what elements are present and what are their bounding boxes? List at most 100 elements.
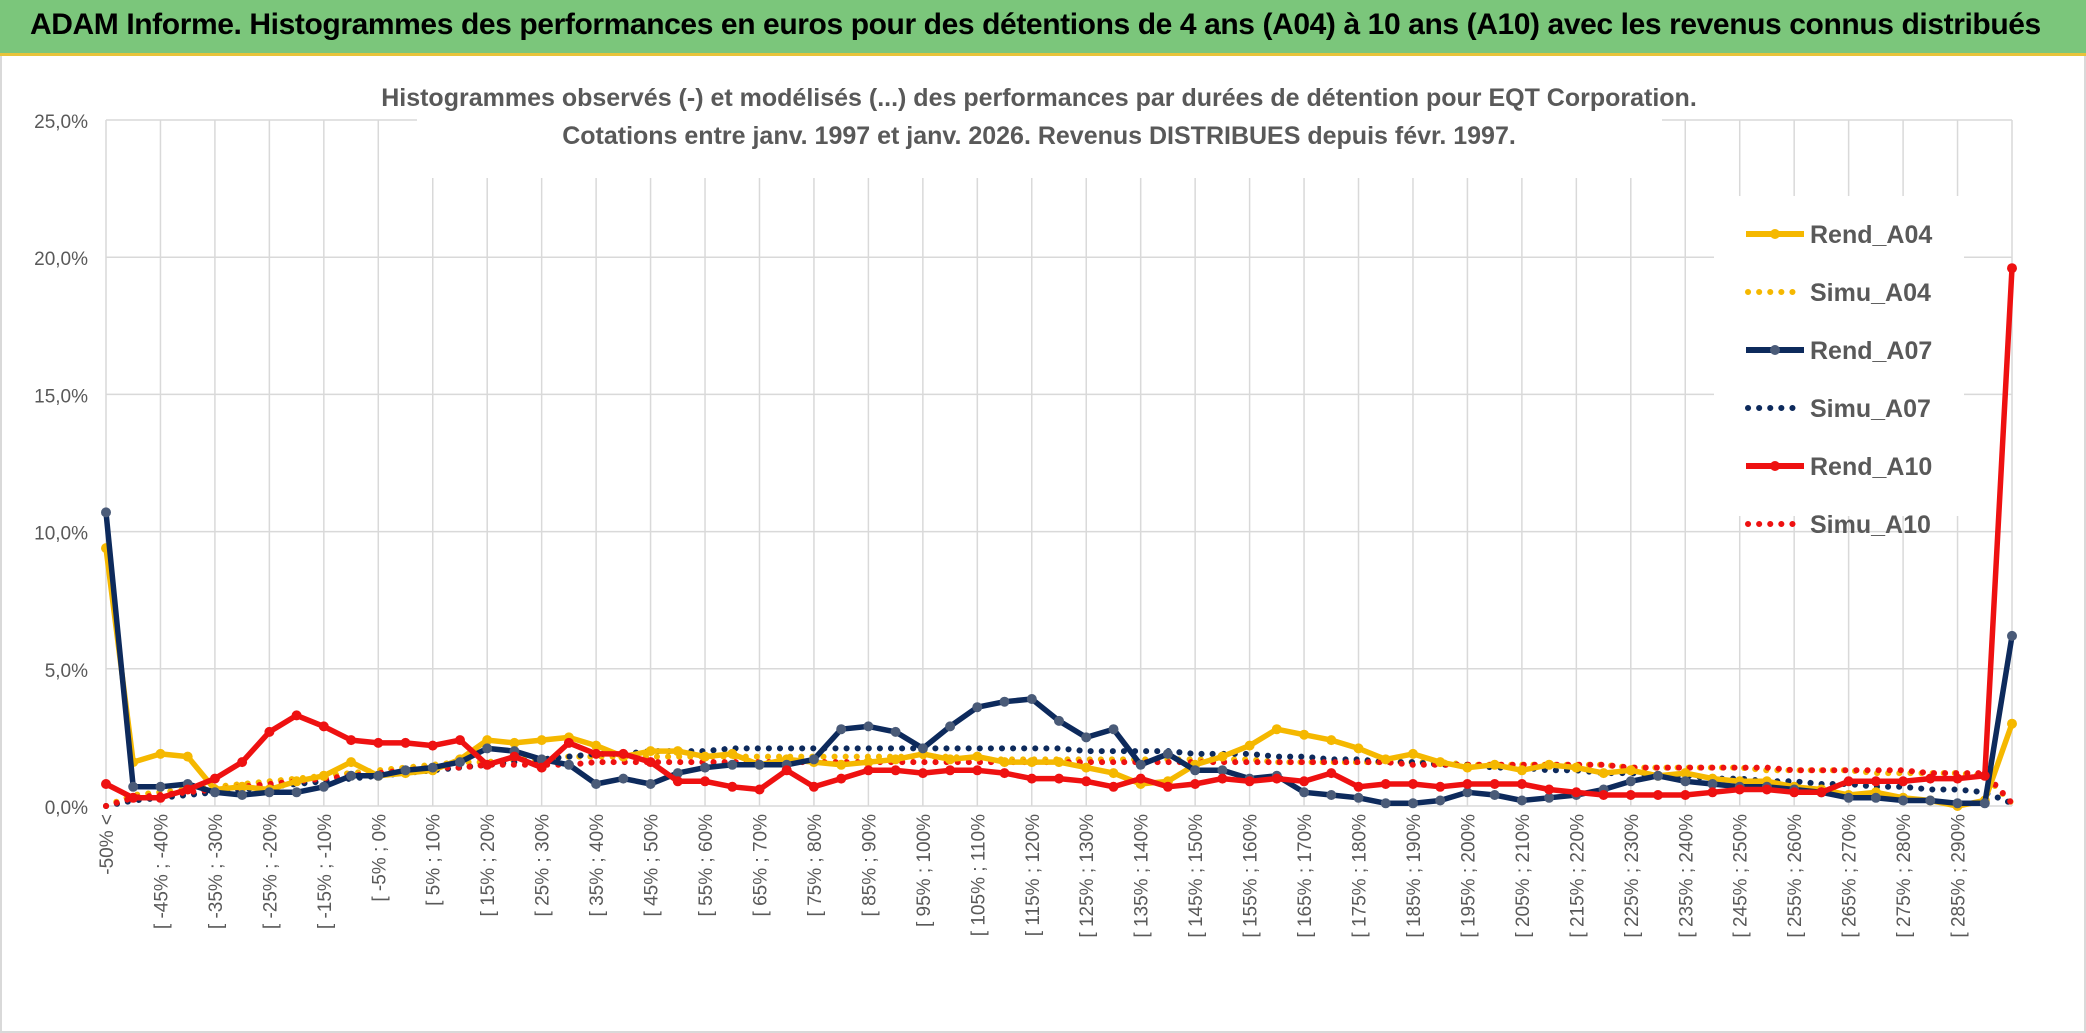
data-point-Rend_A07 xyxy=(373,770,384,781)
data-point-Rend_A07 xyxy=(1435,795,1446,806)
data-point-Rend_A07 xyxy=(482,743,493,754)
data-point-Rend_A10 xyxy=(645,757,656,768)
data-point-Rend_A07 xyxy=(264,787,275,798)
data-point-Rend_A07 xyxy=(999,696,1010,707)
data-point-Rend_A07 xyxy=(1489,790,1500,800)
series-layer xyxy=(101,263,2017,811)
legend-item-Rend_A07: Rend_A07 xyxy=(1746,337,1932,365)
y-tick-label: 10,0% xyxy=(34,524,88,545)
data-point-Rend_A10 xyxy=(1162,781,1173,792)
x-tick-label: [ 55% ; 60% xyxy=(696,814,717,917)
x-tick-label: [ 125% ; 130% xyxy=(1077,814,1098,938)
data-point-Rend_A04 xyxy=(1571,762,1582,773)
x-tick-label: [ -25% ; -20% xyxy=(260,814,281,929)
legend-item-Rend_A10: Rend_A10 xyxy=(1746,453,1932,481)
data-point-Rend_A10 xyxy=(536,762,547,773)
x-tick-label: [ 115% ; 120% xyxy=(1023,814,1044,936)
chart-title-line2: Cotations entre janv. 1997 et janv. 2026… xyxy=(562,122,1516,150)
data-point-Rend_A07 xyxy=(1707,779,1718,789)
x-tick-label: [ 105% ; 110% xyxy=(968,814,989,936)
data-point-Rend_A07 xyxy=(209,787,220,798)
legend-item-Simu_A04: Simu_A04 xyxy=(1745,279,1931,307)
data-point-Rend_A07 xyxy=(808,754,819,765)
data-point-Rend_A07 xyxy=(591,779,602,789)
data-point-Rend_A04 xyxy=(1435,757,1446,768)
data-point-Rend_A04 xyxy=(182,751,193,762)
data-point-Rend_A04 xyxy=(1244,740,1255,751)
data-point-Rend_A07 xyxy=(1653,770,1663,781)
data-point-Rend_A10 xyxy=(1734,784,1745,795)
data-point-Rend_A07 xyxy=(455,757,465,768)
x-tick-label: [ 5% ; 10% xyxy=(424,814,445,906)
data-point-Rend_A10 xyxy=(291,710,302,721)
x-tick-label: [ 265% ; 270% xyxy=(1840,814,1861,938)
data-point-Rend_A10 xyxy=(672,776,683,787)
y-tick-label: 20,0% xyxy=(34,249,88,270)
data-point-Rend_A07 xyxy=(1054,715,1064,726)
x-tick-label: [ 175% ; 180% xyxy=(1350,814,1371,938)
data-point-Rend_A04 xyxy=(890,754,901,765)
data-point-Rend_A10 xyxy=(836,773,847,784)
data-point-Rend_A07 xyxy=(1353,792,1364,803)
data-point-Rend_A04 xyxy=(1108,768,1119,779)
data-point-Rend_A10 xyxy=(1026,773,1037,784)
chart-title-line1: Histogrammes observés (-) et modélisés (… xyxy=(381,84,1697,112)
data-point-Rend_A07 xyxy=(754,759,765,770)
data-point-Rend_A04 xyxy=(318,770,329,781)
histogram-chart: 0,0% 5,0% 10,0% 15,0% 20,0% 25,0% -50% < [ -45… xyxy=(34,78,2017,938)
data-point-Rend_A10 xyxy=(1408,779,1418,789)
data-point-Rend_A10 xyxy=(101,779,111,789)
data-point-Rend_A04 xyxy=(1271,724,1282,735)
data-point-Rend_A04 xyxy=(1489,759,1500,770)
data-point-Rend_A10 xyxy=(563,737,574,748)
y-tick-label: 15,0% xyxy=(34,386,88,407)
x-tick-label: [ 155% ; 160% xyxy=(1241,814,1262,938)
legend-marker xyxy=(1770,229,1780,239)
data-point-Rend_A04 xyxy=(1380,754,1391,765)
data-point-Rend_A07 xyxy=(427,762,438,773)
data-point-Rend_A10 xyxy=(482,759,493,770)
data-point-Rend_A04 xyxy=(1462,762,1473,773)
data-point-Rend_A04 xyxy=(972,751,983,762)
data-point-Rend_A10 xyxy=(1217,773,1228,784)
data-point-Rend_A10 xyxy=(1680,790,1691,800)
x-tick-label: [ 35% ; 40% xyxy=(587,814,608,917)
data-point-Rend_A10 xyxy=(972,765,983,776)
x-tick-label: [ 15% ; 20% xyxy=(478,814,499,917)
x-tick-label: [ 135% ; 140% xyxy=(1132,814,1153,938)
data-point-Rend_A10 xyxy=(1843,776,1854,787)
data-point-Rend_A10 xyxy=(945,765,956,776)
data-point-Rend_A10 xyxy=(1816,787,1827,798)
data-point-Rend_A07 xyxy=(1081,732,1092,743)
data-point-Rend_A10 xyxy=(890,765,901,776)
legend-item-Rend_A04: Rend_A04 xyxy=(1746,221,1932,249)
data-point-Rend_A10 xyxy=(1489,779,1500,789)
legend-item-Simu_A07: Simu_A07 xyxy=(1745,395,1931,423)
data-point-Rend_A04 xyxy=(536,735,547,746)
data-point-Rend_A10 xyxy=(1761,784,1772,795)
data-point-Rend_A04 xyxy=(1598,768,1609,779)
data-point-Rend_A10 xyxy=(808,781,819,792)
data-point-Rend_A10 xyxy=(346,735,357,746)
x-tick-label: [ 255% ; 260% xyxy=(1785,814,1806,938)
legend-label: Simu_A07 xyxy=(1810,395,1931,423)
series-Rend_A10 xyxy=(101,263,2017,803)
data-point-Rend_A10 xyxy=(1135,773,1146,784)
data-point-Rend_A07 xyxy=(1462,787,1473,798)
data-point-Rend_A07 xyxy=(1870,792,1881,803)
x-tick-label: [ 165% ; 170% xyxy=(1295,814,1316,938)
data-point-Rend_A10 xyxy=(1925,773,1936,784)
data-point-Rend_A10 xyxy=(2007,263,2017,274)
data-point-Rend_A07 xyxy=(1380,798,1391,809)
data-point-Rend_A04 xyxy=(1026,757,1037,768)
data-point-Rend_A07 xyxy=(1408,798,1418,809)
data-point-Rend_A07 xyxy=(645,779,656,789)
data-point-Rend_A04 xyxy=(155,748,166,759)
x-tick-label: [ 235% ; 240% xyxy=(1676,814,1697,938)
data-point-Rend_A10 xyxy=(1544,784,1555,795)
data-point-Rend_A10 xyxy=(1707,787,1718,798)
data-point-Rend_A10 xyxy=(754,784,765,795)
data-point-Rend_A10 xyxy=(1625,790,1636,800)
data-point-Rend_A07 xyxy=(700,762,710,773)
x-tick-label: [ 185% ; 190% xyxy=(1404,814,1425,938)
